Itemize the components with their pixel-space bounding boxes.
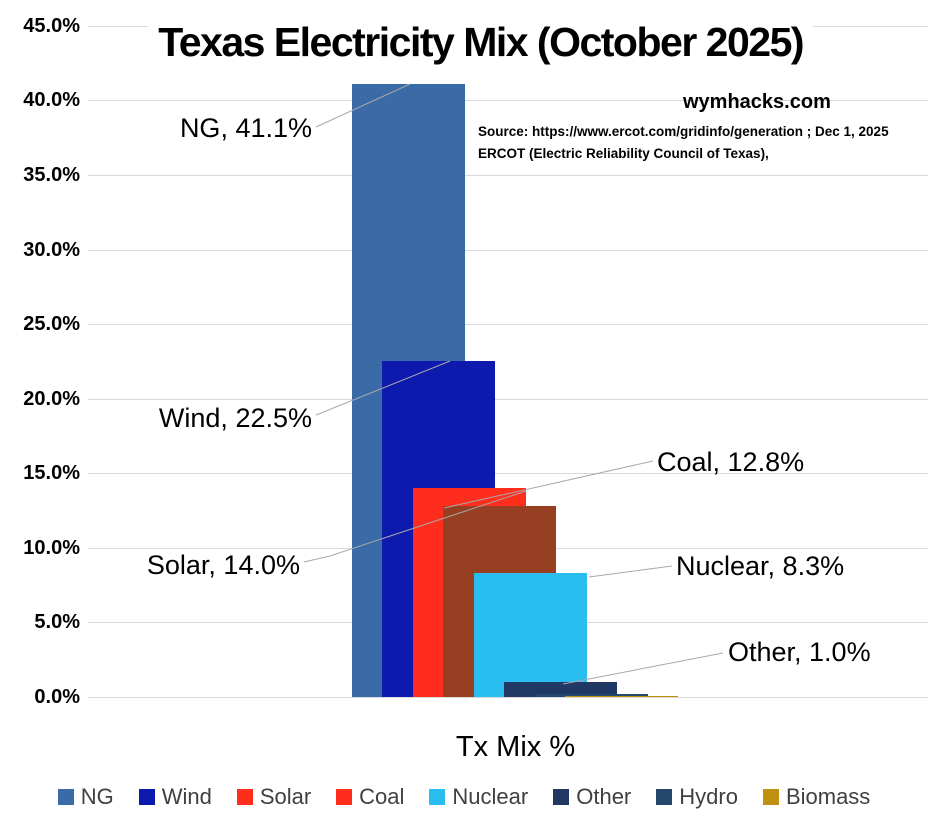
y-tick-label: 15.0% <box>23 462 80 485</box>
source-line-1: Source: https://www.ercot.com/gridinfo/g… <box>478 124 889 139</box>
gridline <box>88 324 928 326</box>
legend-item-other: Other <box>553 784 631 810</box>
y-tick-label: 35.0% <box>23 163 80 186</box>
legend-swatch-hydro <box>656 789 673 805</box>
legend-item-wind: Wind <box>138 784 212 810</box>
bar-other <box>504 682 618 697</box>
chart-title: Texas Electricity Mix (October 2025) <box>148 18 814 66</box>
data-label-coal: Coal, 12.8% <box>657 447 805 477</box>
y-tick-label: 0.0% <box>34 686 80 708</box>
gridline <box>88 398 928 400</box>
bar-biomass <box>565 695 678 697</box>
legend-label-other: Other <box>576 784 632 809</box>
legend-swatch-wind <box>138 789 155 805</box>
y-tick-label: 5.0% <box>34 611 80 634</box>
leader-line-other <box>562 652 724 685</box>
x-axis-category-label: Tx Mix % <box>455 731 576 763</box>
y-tick-label: 40.0% <box>23 89 80 112</box>
legend-label-hydro: Hydro <box>679 784 738 809</box>
gridline <box>88 249 928 251</box>
data-label-solar: Solar, 14.0% <box>146 550 300 580</box>
gridline <box>88 697 928 698</box>
legend-label-solar: Solar <box>259 784 312 809</box>
data-label-nuclear: Nuclear, 8.3% <box>676 551 845 581</box>
y-tick-label: 10.0% <box>23 536 80 559</box>
legend-swatch-other <box>553 789 570 805</box>
legend-label-coal: Coal <box>359 784 405 809</box>
legend-swatch-ng <box>57 789 74 805</box>
legend-label-wind: Wind <box>161 784 212 809</box>
data-label-wind: Wind, 22.5% <box>158 403 312 433</box>
legend-swatch-solar <box>236 789 253 805</box>
data-label-ng: NG, 41.1% <box>179 113 312 143</box>
legend-swatch-nuclear <box>429 789 446 805</box>
legend-swatch-coal <box>336 789 353 805</box>
legend-swatch-biomass <box>762 789 779 805</box>
legend: NG Wind Solar Coal Nuclear Other Hydro Biomass <box>0 784 928 810</box>
legend-label-biomass: Biomass <box>785 784 871 809</box>
bar-nuclear <box>473 573 587 697</box>
y-tick-label: 45.0% <box>23 14 80 37</box>
gridline <box>88 174 928 176</box>
legend-item-solar: Solar <box>236 784 312 810</box>
legend-item-nuclear: Nuclear <box>429 784 528 810</box>
source-line-2: ERCOT (Electric Reliability Council of T… <box>478 146 769 161</box>
source-note: Source: https://www.ercot.com/gridinfo/g… <box>478 121 889 165</box>
leader-line-nuclear <box>588 565 673 578</box>
watermark: wymhacks.com <box>683 91 831 113</box>
gridline <box>88 100 928 102</box>
legend-item-coal: Coal <box>336 784 404 810</box>
legend-label-nuclear: Nuclear <box>452 784 529 809</box>
legend-label-ng: NG <box>80 784 114 809</box>
legend-item-ng: NG <box>57 784 114 810</box>
legend-item-biomass: Biomass <box>762 784 871 810</box>
data-label-other: Other, 1.0% <box>728 637 871 667</box>
legend-item-hydro: Hydro <box>656 784 738 810</box>
y-tick-label: 20.0% <box>23 387 80 410</box>
y-tick-label: 25.0% <box>23 313 80 336</box>
y-tick-label: 30.0% <box>23 238 80 261</box>
